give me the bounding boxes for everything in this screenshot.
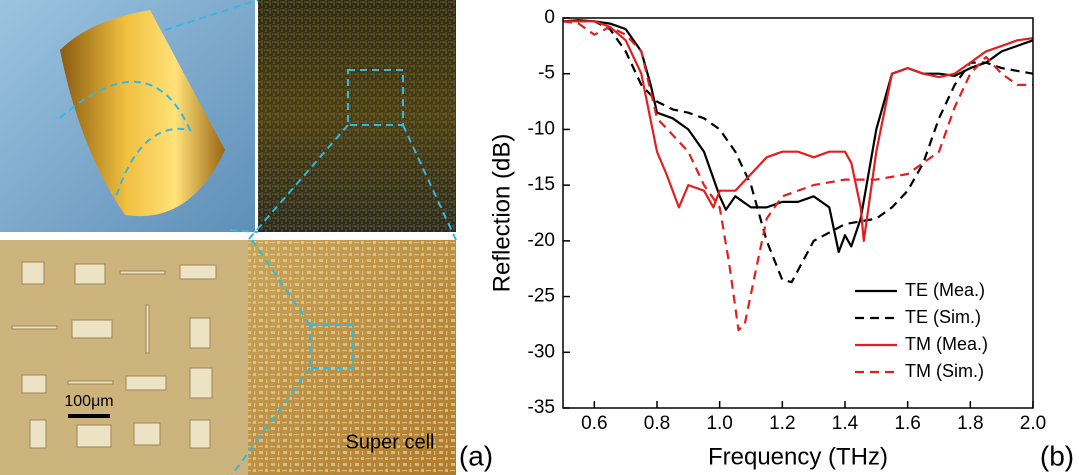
resonators <box>11 261 217 449</box>
y-tick-label: -20 <box>528 230 555 251</box>
y-tick-label: -35 <box>528 397 555 418</box>
series-line <box>562 20 1033 332</box>
y-tick-label: -15 <box>528 174 555 195</box>
gold-film <box>60 10 225 217</box>
y-tick-label: -30 <box>528 341 555 362</box>
maze-texture <box>258 0 456 232</box>
legend-label: TM (Mea.) <box>905 334 988 354</box>
y-axis-label: Reflection (dB) <box>488 134 515 293</box>
x-tick-label: 0.6 <box>581 413 607 434</box>
y-tick-label: -25 <box>528 286 555 307</box>
x-tick-label: 1.4 <box>832 413 859 434</box>
plot-frame <box>562 17 1034 409</box>
y-tick-label: 0 <box>544 7 555 28</box>
chart: 0 -5 -10 -15 -20 -25 -30 -35 0.6 0.8 1.0 1.2 1.4 1.6 1… <box>488 7 1074 471</box>
x-tick-label: 1.6 <box>894 413 920 434</box>
y-tick-label: -10 <box>528 118 555 139</box>
x-tick-label: 0.8 <box>644 413 670 434</box>
series-line <box>563 20 1034 284</box>
zoom-guides <box>59 0 457 475</box>
legend-label: TM (Sim.) <box>905 361 984 381</box>
panel-label: (a) <box>459 440 493 471</box>
x-tick-label: 2.0 <box>1020 413 1046 434</box>
scale-bar-label: 100μm <box>64 393 113 410</box>
legend-label: TE (Mea.) <box>905 280 985 300</box>
series-line <box>562 19 1034 254</box>
x-axis-label: Frequency (THz) <box>708 443 888 470</box>
legend-label: TE (Sim.) <box>905 307 981 327</box>
y-tick-label: -5 <box>538 63 555 84</box>
scale-bar <box>68 414 110 418</box>
photo-panels: 100μm Super cell (a) <box>0 0 493 475</box>
x-tick-label: 1.0 <box>706 413 732 434</box>
x-tick-label: 1.2 <box>769 413 795 434</box>
super-cell-label: Super cell <box>346 431 435 453</box>
panel-label: (b) <box>1040 440 1074 471</box>
series-line <box>563 20 1034 242</box>
x-tick-label: 1.8 <box>957 413 983 434</box>
